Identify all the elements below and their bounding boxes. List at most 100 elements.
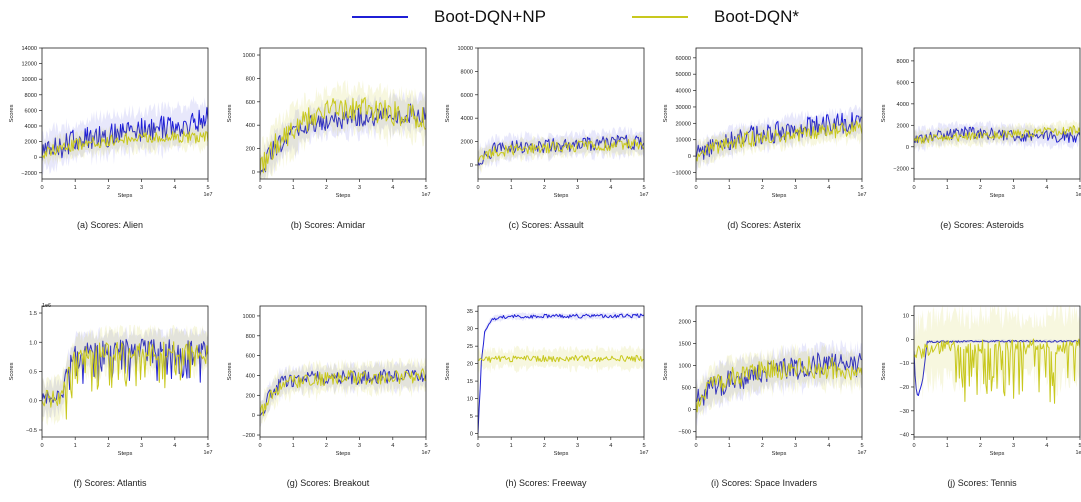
x-tick-label: 2 — [107, 443, 110, 449]
y-axis-label: Scores — [9, 104, 15, 122]
x-axis-label: Steps — [990, 451, 1005, 457]
chart-caption: (h) Scores: Freeway — [438, 478, 654, 488]
x-tick-label: 3 — [1012, 443, 1015, 449]
y-tick-label: −10 — [900, 361, 910, 367]
y-tick-label: 400 — [246, 373, 255, 379]
x-tick-label: 3 — [140, 185, 143, 191]
x-tick-label: 1 — [946, 185, 949, 191]
y-tick-label: −500 — [678, 430, 691, 436]
y-tick-label: 15 — [467, 379, 473, 385]
x-tick-label: 5 — [424, 185, 427, 191]
x-tick-label: 5 — [860, 443, 863, 449]
x-tick-label: 2 — [761, 185, 764, 191]
y-axis-label: Scores — [227, 104, 233, 122]
x-axis-label: Steps — [118, 193, 133, 199]
y-tick-label: 6000 — [897, 80, 909, 86]
x-offset-label: 1e7 — [1076, 192, 1081, 198]
x-tick-label: 3 — [576, 185, 579, 191]
y-tick-label: 800 — [246, 76, 255, 82]
y-tick-label: 14000 — [21, 46, 37, 52]
y-tick-label: 30 — [467, 327, 473, 333]
y-tick-label: 6000 — [25, 108, 37, 114]
y-axis-label: Scores — [445, 104, 451, 122]
x-tick-label: 4 — [173, 185, 176, 191]
x-tick-label: 4 — [609, 185, 612, 191]
y-tick-label: −200 — [242, 433, 255, 439]
x-tick-label: 0 — [40, 185, 43, 191]
x-axis-label: Steps — [990, 193, 1005, 199]
chart-caption: (i) Scores: Space Invaders — [656, 478, 872, 488]
x-tick-label: 1 — [510, 185, 513, 191]
x-tick-label: 4 — [1045, 185, 1048, 191]
x-offset-label: 1e7 — [422, 450, 431, 456]
x-axis-label: Steps — [554, 193, 569, 199]
y-tick-label: 25 — [467, 344, 473, 350]
y-tick-label: 0 — [34, 155, 37, 161]
y-tick-label: 50000 — [675, 72, 691, 78]
y-tick-label: 0 — [906, 337, 909, 343]
x-tick-label: 4 — [827, 185, 830, 191]
y-tick-label: 1000 — [679, 364, 691, 370]
y-tick-label: 12000 — [21, 62, 37, 68]
x-tick-label: 2 — [543, 185, 546, 191]
x-tick-label: 2 — [761, 443, 764, 449]
y-tick-label: −20 — [900, 385, 910, 391]
chart-panel: −40−30−20−10010012345Steps1e7Scores(j) S… — [874, 302, 1081, 502]
y-tick-label: 40000 — [675, 89, 691, 95]
x-tick-label: 2 — [325, 443, 328, 449]
y-axis-label: Scores — [445, 362, 451, 380]
x-tick-label: 5 — [642, 185, 645, 191]
x-tick-label: 1 — [292, 185, 295, 191]
x-tick-label: 5 — [860, 185, 863, 191]
x-offset-label: 1e7 — [640, 450, 649, 456]
chart-caption: (f) Scores: Atlantis — [2, 478, 218, 488]
y-tick-label: 2000 — [897, 123, 909, 129]
y-tick-label: 10000 — [21, 77, 37, 83]
y-tick-label: 400 — [246, 123, 255, 129]
x-tick-label: 1 — [74, 185, 77, 191]
y-tick-label: −2000 — [893, 166, 909, 172]
x-tick-label: 4 — [391, 185, 394, 191]
x-offset-label: 1e7 — [422, 192, 431, 198]
y-tick-label: −40 — [900, 433, 910, 439]
plot-area — [914, 304, 1080, 404]
x-tick-label: 0 — [912, 443, 915, 449]
plot-area — [260, 357, 426, 432]
x-offset-label: 1e7 — [858, 192, 867, 198]
x-tick-label: 3 — [358, 443, 361, 449]
x-tick-label: 2 — [979, 185, 982, 191]
y-tick-label: −10000 — [672, 170, 691, 176]
x-axis-label: Steps — [336, 193, 351, 199]
x-tick-label: 4 — [1045, 443, 1048, 449]
y-tick-label: −30 — [900, 409, 910, 415]
x-axis-label: Steps — [772, 451, 787, 457]
axes-frame — [478, 48, 644, 179]
x-offset-label: 1e7 — [858, 450, 867, 456]
x-tick-label: 2 — [979, 443, 982, 449]
y-tick-label: 2000 — [461, 140, 473, 146]
y-tick-label: 0 — [252, 413, 255, 419]
y-axis-label: Scores — [663, 362, 669, 380]
y-tick-label: 10000 — [675, 138, 691, 144]
x-tick-label: 4 — [609, 443, 612, 449]
x-tick-label: 3 — [140, 443, 143, 449]
x-offset-label: 1e7 — [640, 192, 649, 198]
y-tick-label: −0.5 — [26, 428, 37, 434]
plot-area — [42, 96, 208, 175]
y-tick-label: 60000 — [675, 56, 691, 62]
x-axis-label: Steps — [554, 451, 569, 457]
x-offset-label: 1e7 — [1076, 450, 1081, 456]
x-tick-label: 3 — [794, 185, 797, 191]
y-tick-label: 8000 — [25, 93, 37, 99]
series-band-base — [478, 345, 644, 374]
y-tick-label: 200 — [246, 147, 255, 153]
x-tick-label: 5 — [642, 443, 645, 449]
y-tick-label: 5 — [470, 414, 473, 420]
